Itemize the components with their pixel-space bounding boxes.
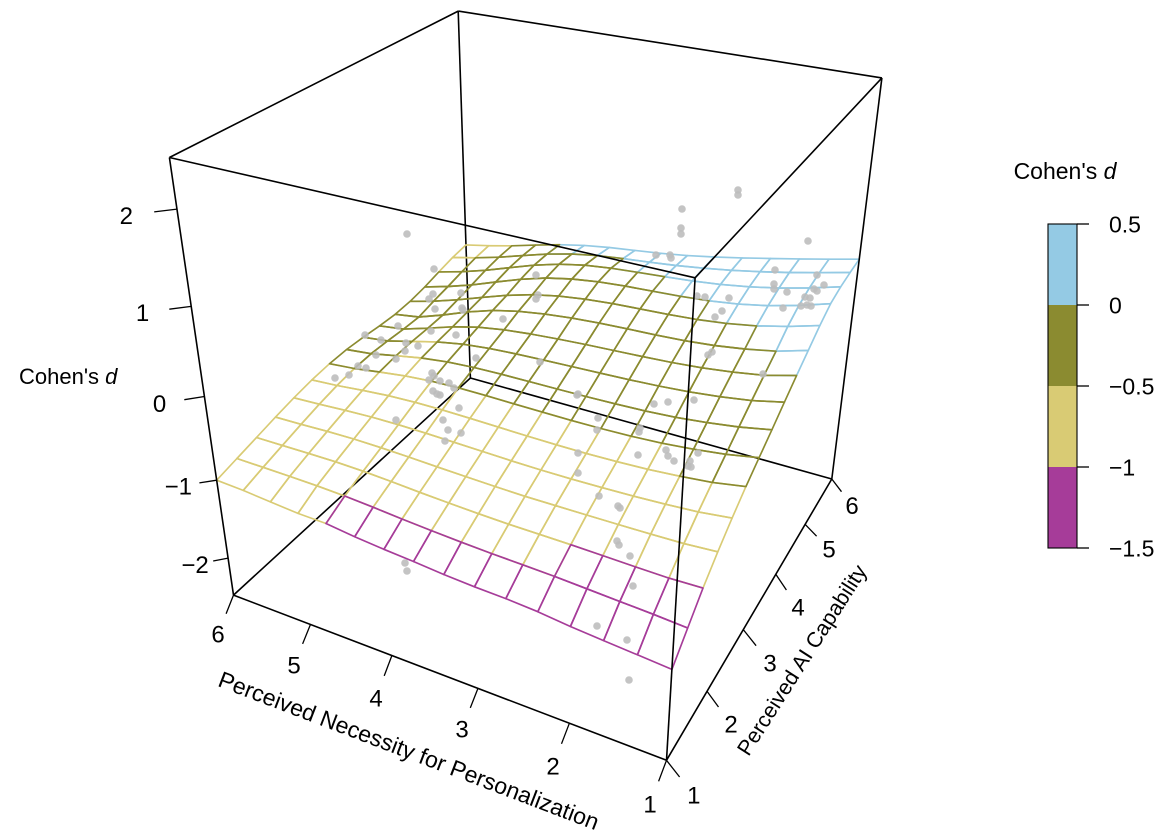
svg-text:0: 0: [153, 391, 166, 418]
svg-text:1: 1: [687, 783, 700, 810]
svg-text:−1: −1: [165, 474, 192, 501]
svg-text:1: 1: [643, 792, 656, 819]
svg-text:0: 0: [1109, 293, 1122, 319]
svg-text:5: 5: [287, 653, 300, 680]
svg-text:Cohen's d: Cohen's d: [1014, 158, 1118, 184]
svg-text:−2: −2: [181, 552, 208, 579]
svg-text:4: 4: [791, 595, 804, 622]
svg-text:−0.5: −0.5: [1109, 374, 1154, 400]
svg-text:5: 5: [822, 537, 835, 564]
svg-text:0.5: 0.5: [1109, 212, 1141, 238]
svg-text:3: 3: [455, 717, 468, 744]
svg-text:3: 3: [763, 651, 776, 678]
svg-text:Cohen's d: Cohen's d: [19, 364, 118, 389]
svg-text:4: 4: [369, 686, 382, 713]
svg-text:−1.5: −1.5: [1109, 536, 1154, 562]
svg-text:2: 2: [546, 754, 559, 781]
svg-text:1: 1: [136, 300, 149, 327]
svg-text:−1: −1: [1109, 455, 1135, 481]
svg-text:2: 2: [120, 203, 133, 230]
svg-text:2: 2: [724, 712, 737, 739]
svg-text:6: 6: [845, 493, 858, 520]
svg-text:6: 6: [211, 622, 224, 649]
